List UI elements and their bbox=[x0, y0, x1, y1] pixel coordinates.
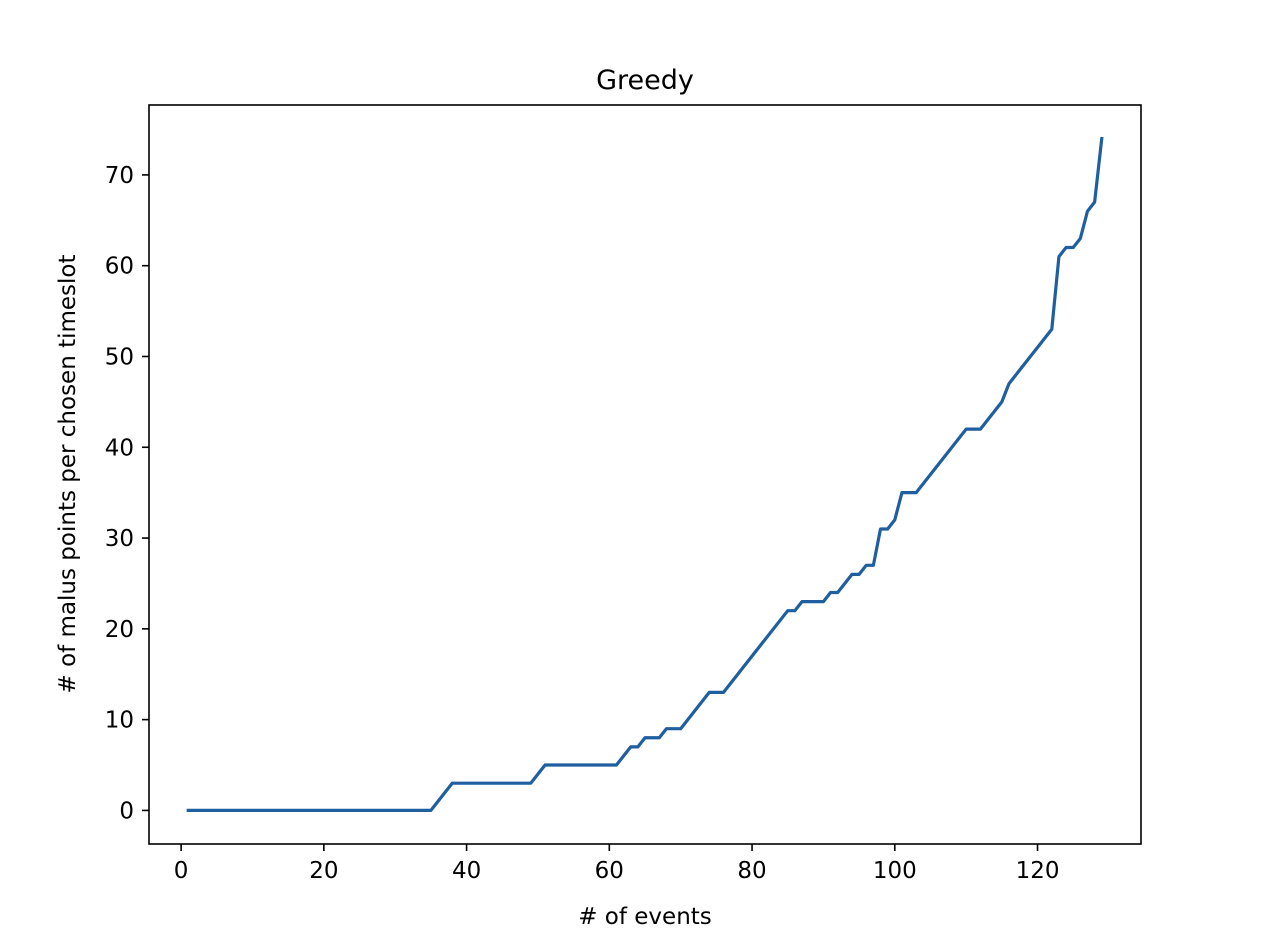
x-tick-label: 100 bbox=[873, 858, 917, 884]
y-tick-label: 50 bbox=[105, 344, 134, 370]
x-axis-label: # of events bbox=[578, 904, 712, 930]
x-tick-label: 120 bbox=[1016, 858, 1060, 884]
y-tick-label: 40 bbox=[105, 435, 134, 461]
plot-frame bbox=[148, 104, 1142, 845]
series-layer bbox=[186, 136, 1104, 813]
y-tick-label: 70 bbox=[105, 163, 134, 189]
y-tick-label: 30 bbox=[105, 526, 134, 552]
series-line bbox=[186, 136, 1104, 813]
x-tick-label: 80 bbox=[737, 858, 766, 884]
y-tick-label: 0 bbox=[119, 798, 134, 824]
chart-title: Greedy bbox=[596, 65, 694, 96]
x-tick-label: 60 bbox=[595, 858, 624, 884]
x-tick-label: 20 bbox=[309, 858, 338, 884]
x-tick-label: 40 bbox=[452, 858, 481, 884]
y-tick-label: 10 bbox=[105, 708, 134, 734]
y-tick-label: 60 bbox=[105, 254, 134, 280]
x-tick-label: 0 bbox=[174, 858, 189, 884]
y-axis-label: # of malus points per chosen timeslot bbox=[55, 254, 81, 693]
ticks-layer: 0 20 40 60 80 100 120 0 10 20 30 40 50 60 70 bbox=[105, 163, 1060, 884]
y-tick-label: 20 bbox=[105, 617, 134, 643]
